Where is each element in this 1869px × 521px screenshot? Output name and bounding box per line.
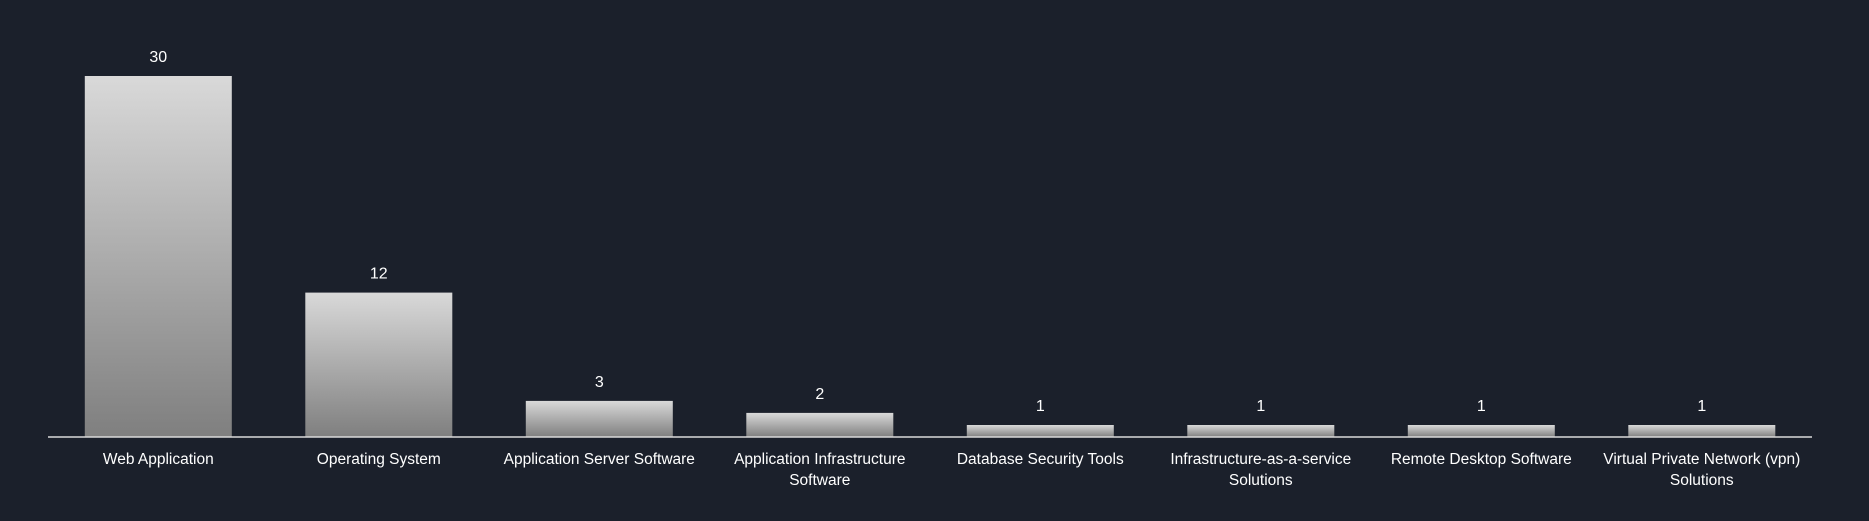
- category-tick-label: Infrastructure-as-a-service Solutions: [1170, 451, 1351, 489]
- bar: [1628, 425, 1776, 437]
- data-label: 1: [1697, 398, 1706, 415]
- bar: [746, 412, 894, 437]
- data-label: 1: [1036, 398, 1045, 415]
- bar: [525, 400, 673, 437]
- bar: [1407, 425, 1555, 437]
- category-tick-label: Virtual Private Network (vpn) Solutions: [1603, 451, 1800, 489]
- value-labels-group: 30 12 3 2 1 1 1 1: [149, 49, 1706, 415]
- data-label: 30: [149, 49, 167, 66]
- bar: [966, 425, 1114, 437]
- bar: [84, 76, 232, 437]
- data-label: 3: [595, 374, 604, 391]
- category-tick-label: Operating System: [317, 451, 441, 468]
- data-label: 1: [1477, 398, 1486, 415]
- data-label: 1: [1256, 398, 1265, 415]
- category-tick-label: Application Server Software: [504, 451, 695, 468]
- data-label: 2: [815, 386, 824, 403]
- bar: [305, 292, 453, 437]
- data-label: 12: [370, 266, 388, 283]
- bars-group: [84, 76, 1776, 437]
- category-tick-label: Web Application: [103, 451, 214, 468]
- category-labels-group: Web Application Operating System Applicati…: [103, 451, 1800, 489]
- category-tick-label: Database Security Tools: [957, 451, 1124, 468]
- category-tick-label: Remote Desktop Software: [1391, 451, 1572, 468]
- category-tick-label: Application Infrastructure Software: [734, 451, 905, 489]
- bar: [1187, 425, 1335, 437]
